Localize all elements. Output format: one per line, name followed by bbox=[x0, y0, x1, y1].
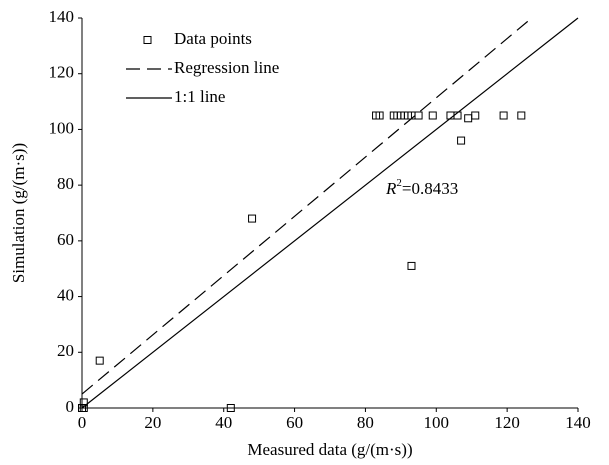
y-tick-label: 140 bbox=[49, 7, 75, 26]
data-point bbox=[226, 404, 235, 412]
line-dashed bbox=[81, 20, 529, 395]
y-axis-label: Simulation (g/(m·s)) bbox=[9, 143, 28, 283]
data-point bbox=[517, 111, 526, 120]
x-tick-label: 40 bbox=[215, 413, 232, 432]
x-tick-label: 140 bbox=[565, 413, 591, 432]
x-axis-label: Measured data (g/(m·s)) bbox=[247, 440, 412, 459]
x-tick-label: 60 bbox=[286, 413, 303, 432]
annotation-part: =0.8433 bbox=[402, 179, 458, 198]
data-point bbox=[375, 111, 384, 120]
data-point bbox=[414, 111, 423, 120]
y-tick-label: 40 bbox=[57, 285, 74, 304]
legend-marker bbox=[143, 36, 152, 44]
data-point bbox=[428, 111, 437, 120]
data-point bbox=[457, 136, 466, 145]
data-point bbox=[79, 404, 88, 412]
y-tick-label: 80 bbox=[57, 174, 74, 193]
y-tick-label: 20 bbox=[57, 341, 74, 360]
annotation-part: 2 bbox=[396, 177, 402, 189]
legend-label: 1:1 line bbox=[174, 87, 225, 106]
data-point bbox=[248, 214, 257, 223]
legend-label: Regression line bbox=[174, 58, 279, 77]
y-tick-label: 60 bbox=[57, 230, 74, 249]
x-tick-label: 0 bbox=[78, 413, 87, 432]
x-tick-label: 80 bbox=[357, 413, 374, 432]
line-solid bbox=[81, 17, 579, 409]
x-tick-label: 20 bbox=[144, 413, 161, 432]
data-point bbox=[95, 356, 104, 365]
legend-label: Data points bbox=[174, 29, 252, 48]
annotation: R2=0.8433 bbox=[385, 177, 458, 198]
y-tick-label: 0 bbox=[66, 397, 75, 416]
x-tick-label: 100 bbox=[424, 413, 450, 432]
data-point bbox=[471, 111, 480, 120]
data-point bbox=[499, 111, 508, 120]
annotation-part: R bbox=[385, 179, 397, 198]
y-tick-label: 120 bbox=[49, 63, 75, 82]
data-point bbox=[407, 261, 416, 270]
data-point bbox=[464, 114, 473, 123]
x-tick-label: 120 bbox=[494, 413, 520, 432]
y-tick-label: 100 bbox=[49, 118, 75, 137]
